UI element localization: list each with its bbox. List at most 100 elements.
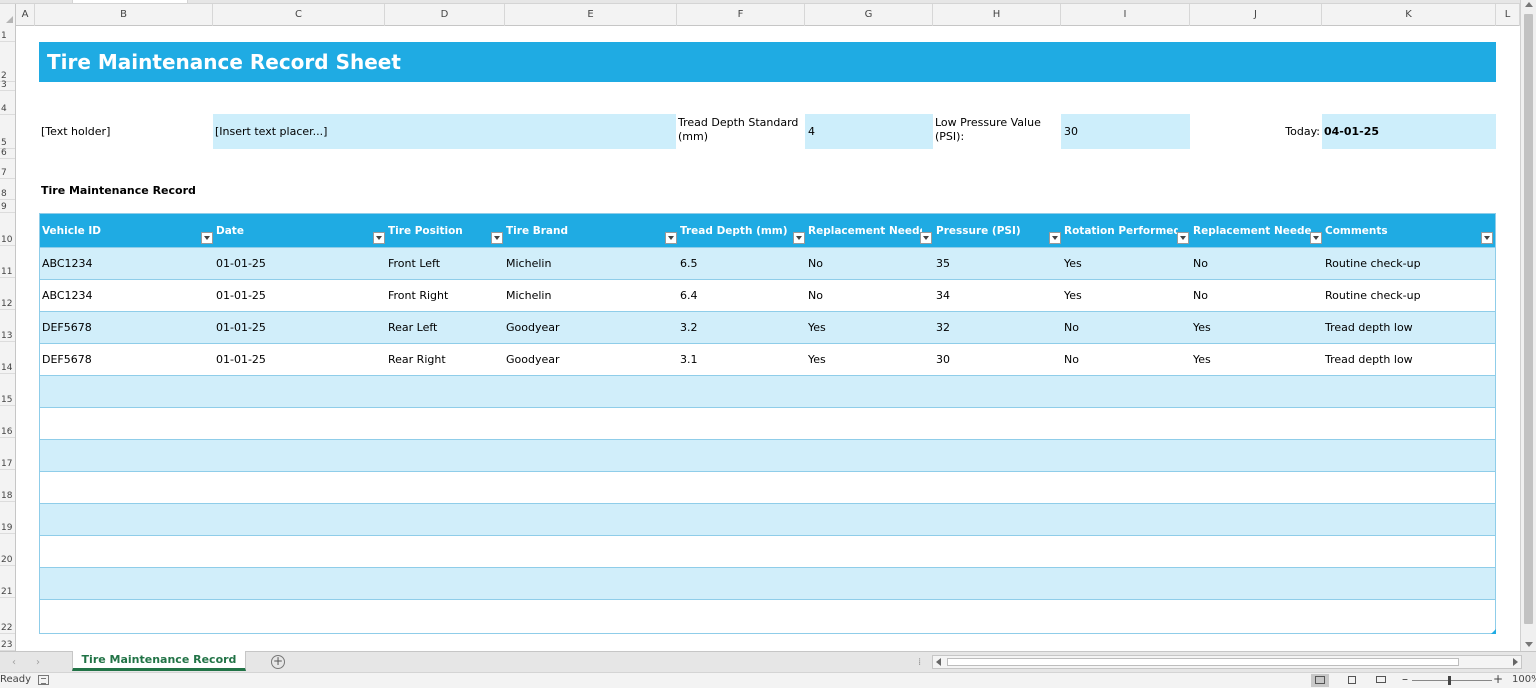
zoom-out-icon[interactable]: – <box>1402 672 1408 686</box>
cell-replacement-needed[interactable]: No <box>808 257 823 270</box>
row-header[interactable]: 17 <box>0 438 15 470</box>
cell-rotation-performed[interactable] <box>1062 504 1191 536</box>
cell-rotation-performed[interactable]: No <box>1064 353 1079 366</box>
table-row[interactable] <box>40 375 1495 407</box>
column-header-l[interactable]: L <box>1496 4 1520 26</box>
cell-vehicle-id[interactable] <box>40 568 214 600</box>
worksheet-area[interactable]: Tire Maintenance Record Sheet [Text hold… <box>16 26 1520 651</box>
table-row[interactable] <box>40 599 1495 635</box>
filter-dropdown-icon[interactable] <box>491 232 503 244</box>
table-row[interactable]: ABC1234 01-01-25 Front Left Michelin 6.5 No 35… <box>40 247 1495 279</box>
cell-vehicle-id[interactable] <box>40 472 214 504</box>
add-sheet-icon[interactable]: + <box>271 654 285 669</box>
cell-comments[interactable]: Routine check-up <box>1325 289 1421 302</box>
cell-comments[interactable] <box>1323 568 1495 600</box>
cell-rotation-performed[interactable] <box>1062 568 1191 600</box>
page-layout-view-icon[interactable] <box>1343 674 1361 687</box>
column-header-d[interactable]: D <box>385 4 505 26</box>
cell-pressure[interactable] <box>934 376 1062 408</box>
cell-tire-brand[interactable] <box>504 568 678 600</box>
cell-comments[interactable]: Routine check-up <box>1325 257 1421 270</box>
cell-comments[interactable] <box>1323 504 1495 536</box>
cell-comments[interactable] <box>1323 440 1495 472</box>
cell-replacement-needed[interactable] <box>806 504 934 536</box>
cell-tire-brand[interactable] <box>504 472 678 504</box>
cell-tread-depth[interactable] <box>678 504 806 536</box>
cell-replacement-needed-2[interactable] <box>1191 600 1323 632</box>
row-header[interactable]: 9 <box>0 200 15 213</box>
cell-tire-brand[interactable]: Michelin <box>506 289 552 302</box>
cell-replacement-needed[interactable]: No <box>808 289 823 302</box>
row-header[interactable]: 4 <box>0 91 15 115</box>
cell-date[interactable]: 01-01-25 <box>216 257 266 270</box>
cell-replacement-needed-2[interactable] <box>1191 408 1323 440</box>
cell-vehicle-id[interactable]: ABC1234 <box>42 257 93 270</box>
zoom-in-icon[interactable]: + <box>1493 672 1504 686</box>
cell-replacement-needed[interactable] <box>806 536 934 568</box>
column-header-b[interactable]: B <box>35 4 213 26</box>
row-header[interactable]: 15 <box>0 374 15 406</box>
cell-tire-position[interactable] <box>386 472 504 504</box>
cell-vehicle-id[interactable]: ABC1234 <box>42 289 93 302</box>
cell-replacement-needed-2[interactable] <box>1191 376 1323 408</box>
cell-tread-depth[interactable] <box>678 536 806 568</box>
cell-vehicle-id[interactable]: DEF5678 <box>42 321 92 334</box>
select-all-corner[interactable] <box>0 4 16 26</box>
row-header[interactable]: 10 <box>0 213 15 246</box>
horizontal-scrollbar[interactable] <box>932 655 1522 669</box>
column-header-f[interactable]: F <box>677 4 805 26</box>
horizontal-scroll-thumb[interactable] <box>947 658 1459 666</box>
tab-prev-icon[interactable]: ‹ <box>12 657 16 668</box>
cell-date[interactable] <box>214 376 386 408</box>
cell-tread-depth[interactable]: 6.5 <box>680 257 698 270</box>
cell-replacement-needed-2[interactable]: Yes <box>1193 353 1211 366</box>
cell-pressure[interactable] <box>934 408 1062 440</box>
cell-date[interactable]: 01-01-25 <box>216 321 266 334</box>
table-row[interactable] <box>40 439 1495 471</box>
cell-pressure[interactable] <box>934 504 1062 536</box>
cell-replacement-needed-2[interactable] <box>1191 504 1323 536</box>
sheet-tab-active[interactable]: Tire Maintenance Record Sheet <box>72 651 246 684</box>
cell-rotation-performed[interactable] <box>1062 472 1191 504</box>
cell-tire-brand[interactable] <box>504 536 678 568</box>
cell-tread-depth[interactable]: 3.1 <box>680 353 698 366</box>
cell-replacement-needed[interactable] <box>806 376 934 408</box>
cell-replacement-needed[interactable] <box>806 568 934 600</box>
cell-comments[interactable] <box>1323 600 1495 632</box>
table-row[interactable]: DEF5678 01-01-25 Rear Right Goodyear 3.1 Yes 3… <box>40 343 1495 375</box>
text-holder-label[interactable]: [Text holder] <box>41 125 111 138</box>
cell-date[interactable] <box>214 536 386 568</box>
column-header-j[interactable]: J <box>1190 4 1322 26</box>
cell-tire-brand[interactable]: Goodyear <box>506 353 560 366</box>
cell-comments[interactable]: Tread depth low <box>1325 353 1413 366</box>
cell-tread-depth[interactable] <box>678 600 806 632</box>
cell-rotation-performed[interactable]: No <box>1064 321 1079 334</box>
cell-date[interactable] <box>214 600 386 632</box>
cell-date[interactable]: 01-01-25 <box>216 353 266 366</box>
normal-view-icon[interactable] <box>1311 674 1329 687</box>
cell-rotation-performed[interactable] <box>1062 440 1191 472</box>
cell-replacement-needed-2[interactable] <box>1191 536 1323 568</box>
today-field[interactable]: 04-01-25 <box>1322 114 1496 149</box>
cell-tread-depth[interactable]: 6.4 <box>680 289 698 302</box>
cell-pressure[interactable] <box>934 568 1062 600</box>
cell-tire-brand[interactable]: Goodyear <box>506 321 560 334</box>
column-header-i[interactable]: I <box>1061 4 1190 26</box>
cell-date[interactable] <box>214 440 386 472</box>
cell-pressure[interactable]: 30 <box>936 353 950 366</box>
row-header[interactable]: 7 <box>0 159 15 179</box>
cell-rotation-performed[interactable] <box>1062 600 1191 632</box>
cell-vehicle-id[interactable] <box>40 440 214 472</box>
cell-tire-position[interactable] <box>386 536 504 568</box>
table-row[interactable] <box>40 535 1495 567</box>
cell-pressure[interactable]: 35 <box>936 257 950 270</box>
cell-replacement-needed-2[interactable] <box>1191 568 1323 600</box>
table-row[interactable]: ABC1234 01-01-25 Front Right Michelin 6.4 No 3… <box>40 279 1495 311</box>
row-header[interactable]: 20 <box>0 534 15 566</box>
vertical-scrollbar[interactable] <box>1520 0 1536 651</box>
tread-standard-field[interactable]: 4 <box>805 114 933 149</box>
cell-vehicle-id[interactable] <box>40 376 214 408</box>
row-header[interactable]: 8 <box>0 179 15 200</box>
cell-comments[interactable] <box>1323 472 1495 504</box>
cell-rotation-performed[interactable] <box>1062 376 1191 408</box>
